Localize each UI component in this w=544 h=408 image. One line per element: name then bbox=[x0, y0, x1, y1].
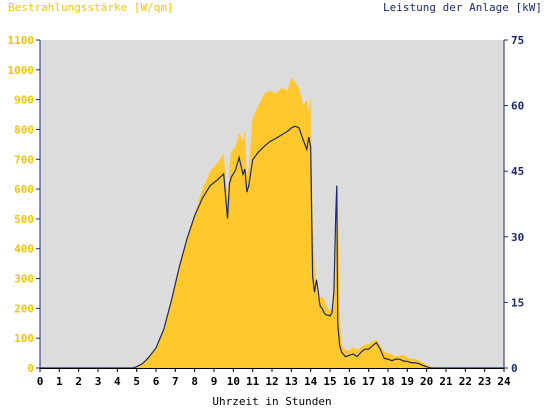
x-tick-label: 14 bbox=[304, 375, 318, 388]
left-y-tick-label: 1100 bbox=[8, 34, 35, 47]
left-y-tick-label: 300 bbox=[14, 273, 34, 286]
right-y-tick-label: 45 bbox=[511, 165, 524, 178]
left-y-tick-label: 200 bbox=[14, 302, 34, 315]
x-tick-label: 22 bbox=[459, 375, 472, 388]
x-tick-label: 1 bbox=[56, 375, 63, 388]
x-tick-label: 20 bbox=[420, 375, 433, 388]
right-y-tick-label: 15 bbox=[511, 296, 524, 309]
left-y-tick-label: 900 bbox=[14, 94, 34, 107]
x-tick-label: 8 bbox=[191, 375, 198, 388]
left-y-tick-label: 1000 bbox=[8, 64, 35, 77]
left-y-tick-label: 100 bbox=[14, 332, 34, 345]
right-y-ticks: 0 15 30 45 60 75 bbox=[504, 34, 524, 375]
left-y-ticks: 0 100 200 300 400 500 600 700 800 900 1000 1100 bbox=[8, 34, 40, 375]
power-line bbox=[40, 125, 504, 369]
x-tick-label: 2 bbox=[75, 375, 82, 388]
left-y-tick-label: 500 bbox=[14, 213, 34, 226]
x-tick-label: 11 bbox=[246, 375, 260, 388]
x-tick-label: 12 bbox=[265, 375, 278, 388]
x-tick-label: 7 bbox=[172, 375, 179, 388]
x-tick-label: 19 bbox=[401, 375, 414, 388]
left-y-tick-label: 700 bbox=[14, 153, 34, 166]
x-tick-label: 13 bbox=[285, 375, 298, 388]
x-tick-label: 24 bbox=[497, 375, 511, 388]
irradiance-area bbox=[40, 77, 504, 369]
x-tick-label: 21 bbox=[439, 375, 453, 388]
x-tick-label: 23 bbox=[478, 375, 491, 388]
x-tick-label: 5 bbox=[133, 375, 140, 388]
right-axis-title: Leistung der Anlage [kW] bbox=[383, 1, 542, 14]
left-y-tick-label: 800 bbox=[14, 123, 34, 136]
x-tick-label: 0 bbox=[37, 375, 44, 388]
x-tick-label: 16 bbox=[343, 375, 357, 388]
x-tick-label: 6 bbox=[153, 375, 160, 388]
left-y-tick-label: 400 bbox=[14, 243, 34, 256]
left-y-tick-label: 0 bbox=[27, 362, 34, 375]
x-tick-label: 17 bbox=[362, 375, 375, 388]
x-tick-label: 10 bbox=[227, 375, 240, 388]
x-ticks: 0 1 2 3 4 5 6 7 8 9 10 11 12 13 14 15 16 17 18 19 20 21 22 23 24 bbox=[37, 368, 511, 388]
right-y-tick-label: 60 bbox=[511, 100, 524, 113]
x-tick-label: 4 bbox=[114, 375, 121, 388]
left-axis-title: Bestrahlungsstärke [W/qm] bbox=[8, 1, 174, 14]
right-y-tick-label: 75 bbox=[511, 34, 524, 47]
right-y-tick-label: 0 bbox=[511, 362, 518, 375]
x-tick-label: 18 bbox=[381, 375, 394, 388]
x-tick-label: 15 bbox=[323, 375, 336, 388]
x-tick-label: 9 bbox=[211, 375, 218, 388]
x-tick-label: 3 bbox=[95, 375, 102, 388]
left-y-tick-label: 600 bbox=[14, 183, 34, 196]
x-axis-title: Uhrzeit in Stunden bbox=[212, 395, 332, 408]
right-y-tick-label: 30 bbox=[511, 231, 524, 244]
